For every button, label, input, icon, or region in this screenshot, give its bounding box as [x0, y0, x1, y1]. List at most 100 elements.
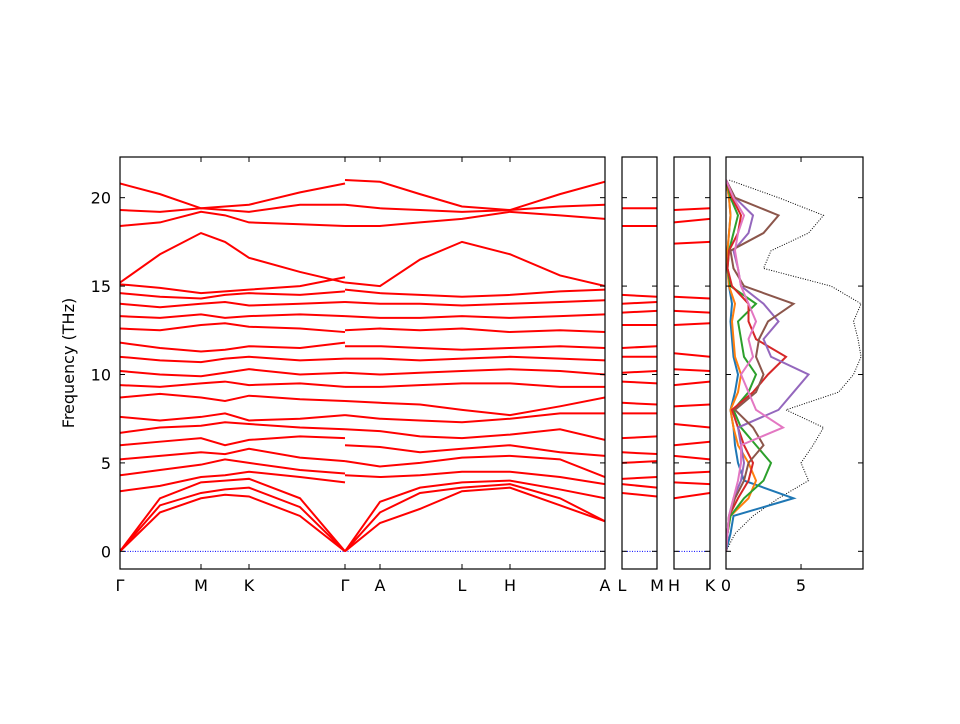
band-line	[120, 380, 346, 388]
band-line	[344, 412, 605, 424]
dos-line	[726, 179, 773, 552]
band-line	[674, 240, 710, 245]
band-line	[120, 435, 346, 447]
band-line	[120, 392, 346, 403]
band-line	[120, 368, 346, 378]
x-tick-label: K	[705, 576, 716, 595]
band-line	[344, 203, 605, 213]
dos-line	[726, 179, 811, 552]
dos-line	[726, 179, 758, 552]
band-line	[344, 240, 605, 288]
x-tick-label: M	[194, 576, 208, 595]
x-tick-label: Γ	[341, 576, 350, 595]
band-line	[674, 481, 710, 486]
band-line	[674, 491, 710, 500]
band-line	[344, 483, 605, 552]
band-line	[674, 403, 710, 408]
band-line	[120, 477, 346, 552]
band-line	[120, 300, 346, 309]
band-line	[622, 380, 657, 385]
x-tick-label: 0	[721, 576, 731, 595]
y-tick-label: 15	[91, 277, 111, 296]
x-tick-label: Γ	[116, 576, 125, 595]
band-line	[120, 322, 346, 334]
band-line	[674, 380, 710, 387]
band-line	[622, 293, 657, 298]
band-line	[120, 276, 346, 295]
band-line	[345, 345, 605, 351]
x-tick-label: A	[600, 576, 611, 595]
band-line	[120, 458, 346, 477]
band-line	[344, 178, 605, 212]
band-line	[622, 369, 657, 374]
band-line	[622, 491, 657, 498]
y-tick-label: 0	[101, 542, 111, 561]
y-tick-label: 5	[101, 454, 111, 473]
band-line	[344, 470, 605, 486]
band-line	[344, 428, 605, 441]
band-line	[344, 288, 605, 298]
band-line	[622, 301, 657, 305]
dos-line	[726, 179, 788, 552]
x-tick-label: A	[375, 576, 386, 595]
band-line	[120, 486, 346, 553]
band-line	[622, 460, 657, 464]
band-line	[120, 290, 346, 300]
band-line	[674, 322, 710, 326]
x-tick-label: 5	[796, 576, 806, 595]
band-line	[622, 435, 657, 440]
x-tick-label: K	[244, 576, 255, 595]
y-axis-label: Frequency (THz)	[59, 298, 78, 428]
band-line	[622, 309, 657, 314]
dos-line	[726, 179, 786, 552]
band-line	[120, 203, 345, 213]
axes-frame	[673, 156, 711, 570]
band-line	[344, 486, 605, 553]
band-line	[674, 309, 710, 314]
band-line	[674, 295, 710, 300]
band-line	[344, 444, 605, 457]
x-tick-label: H	[668, 576, 680, 595]
band-line	[344, 454, 605, 478]
band-line	[622, 476, 657, 480]
band-line	[120, 210, 346, 227]
band-line	[120, 421, 346, 434]
band-line	[120, 182, 346, 210]
band-line	[344, 396, 605, 417]
band-line	[120, 493, 346, 553]
band-line	[120, 341, 346, 353]
band-line	[344, 327, 605, 334]
axes-frame	[119, 156, 606, 570]
band-line	[674, 207, 710, 212]
band-line	[622, 483, 657, 489]
axes-frame	[621, 156, 658, 570]
band-line	[674, 423, 710, 429]
y-tick-label: 10	[91, 365, 111, 384]
band-line	[344, 313, 605, 319]
band-line	[120, 447, 346, 463]
band-line	[120, 412, 346, 422]
band-line	[344, 479, 605, 552]
band-line	[344, 368, 605, 376]
x-tick-label: L	[458, 576, 467, 595]
band-line	[674, 352, 710, 358]
y-tick-label: 20	[91, 189, 111, 208]
band-line	[345, 355, 605, 362]
band-line	[345, 210, 605, 227]
band-line	[622, 451, 657, 456]
band-line	[120, 231, 346, 284]
x-tick-label: M	[650, 576, 664, 595]
band-line	[344, 299, 605, 307]
band-line	[674, 217, 710, 224]
band-line	[674, 470, 710, 475]
band-line	[674, 440, 710, 447]
band-line	[622, 345, 657, 349]
band-line	[674, 454, 710, 461]
x-tick-label: L	[618, 576, 627, 595]
dos-line	[726, 179, 796, 552]
band-line	[674, 368, 710, 372]
band-line	[120, 313, 346, 319]
band-line	[120, 355, 346, 364]
